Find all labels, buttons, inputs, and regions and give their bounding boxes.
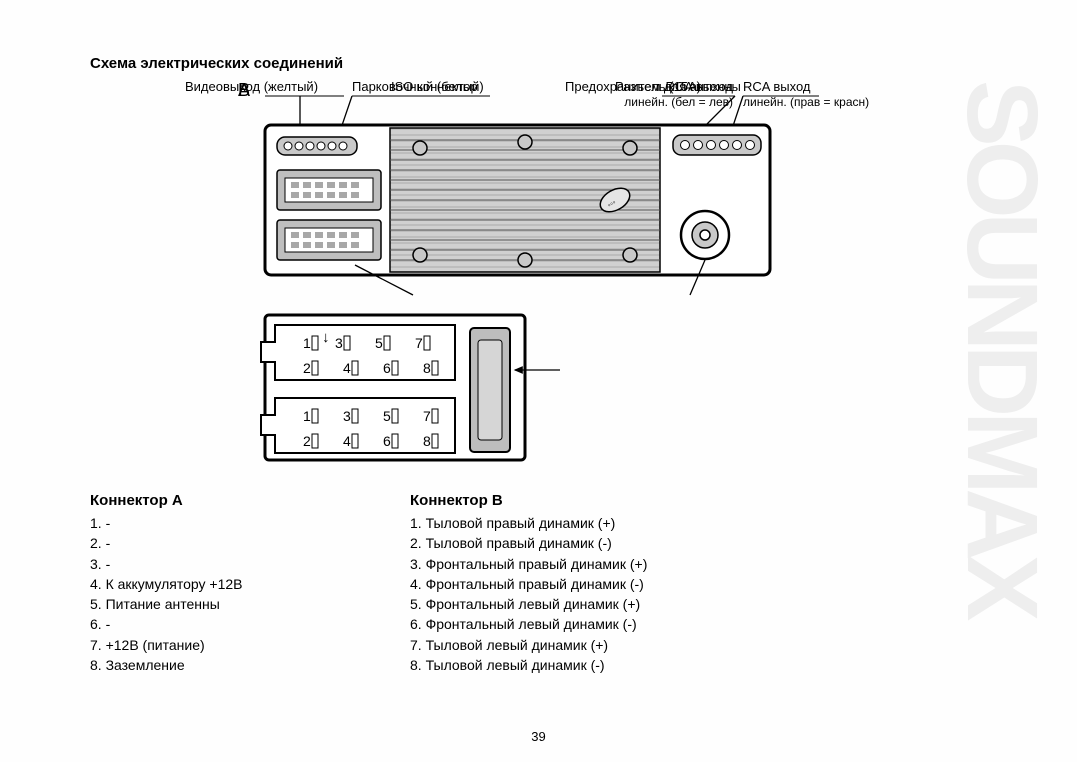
list-item: 1. - <box>90 513 370 533</box>
list-item: 4. Фронтальный правый динамик (-) <box>410 574 770 594</box>
svg-text:6: 6 <box>383 433 391 449</box>
connector-a-title: Коннектор A <box>90 492 370 509</box>
svg-text:7: 7 <box>415 335 423 351</box>
svg-text:3: 3 <box>335 335 343 351</box>
brand-watermark: SOUNDMAX <box>944 80 1059 615</box>
list-item: 7. Тыловой левый динамик (+) <box>410 635 770 655</box>
page-title: Схема электрических соединений <box>90 55 970 72</box>
svg-text:4: 4 <box>343 433 351 449</box>
list-item: 8. Тыловой левый динамик (-) <box>410 655 770 675</box>
list-item: 1. Тыловой правый динамик (+) <box>410 513 770 533</box>
list-item: 6. Фронтальный левый динамик (-) <box>410 614 770 634</box>
svg-text:2: 2 <box>303 433 311 449</box>
svg-text:8: 8 <box>423 360 431 376</box>
connector-tables: Коннектор A 1. - 2. - 3. - 4. К аккумуля… <box>90 492 970 675</box>
list-item: 8. Заземление <box>90 655 370 675</box>
svg-text:8: 8 <box>423 433 431 449</box>
list-item: 2. Тыловой правый динамик (-) <box>410 533 770 553</box>
svg-text:1: 1 <box>303 408 311 424</box>
connector-a-col: Коннектор A 1. - 2. - 3. - 4. К аккумуля… <box>90 492 370 675</box>
list-item: 3. Фронтальный правый динамик (+) <box>410 554 770 574</box>
connector-a-list: 1. - 2. - 3. - 4. К аккумулятору +12В 5.… <box>90 513 370 675</box>
list-item: 6. - <box>90 614 370 634</box>
connector-b-col: Коннектор B 1. Тыловой правый динамик (+… <box>410 492 770 675</box>
svg-text:↓: ↓ <box>322 329 330 346</box>
list-item: 5. Фронтальный левый динамик (+) <box>410 594 770 614</box>
svg-text:4: 4 <box>343 360 351 376</box>
list-item: 4. К аккумулятору +12В <box>90 574 370 594</box>
list-item: 7. +12В (питание) <box>90 635 370 655</box>
diagram-svg: ◦◦◦ <box>195 80 895 480</box>
wiring-diagram: Видеовыход (желтый) Парковочный (белый) … <box>195 80 895 480</box>
connector-b-title: Коннектор B <box>410 492 770 509</box>
page-content: Схема электрических соединений Видеовыхо… <box>90 55 970 675</box>
svg-text:3: 3 <box>343 408 351 424</box>
svg-text:7: 7 <box>423 408 431 424</box>
svg-text:5: 5 <box>375 335 383 351</box>
list-item: 3. - <box>90 554 370 574</box>
list-item: 5. Питание антенны <box>90 594 370 614</box>
svg-text:6: 6 <box>383 360 391 376</box>
page-number: 39 <box>0 729 1077 744</box>
svg-text:2: 2 <box>303 360 311 376</box>
connector-b-list: 1. Тыловой правый динамик (+) 2. Тыловой… <box>410 513 770 675</box>
svg-text:5: 5 <box>383 408 391 424</box>
svg-text:1: 1 <box>303 335 311 351</box>
list-item: 2. - <box>90 533 370 553</box>
